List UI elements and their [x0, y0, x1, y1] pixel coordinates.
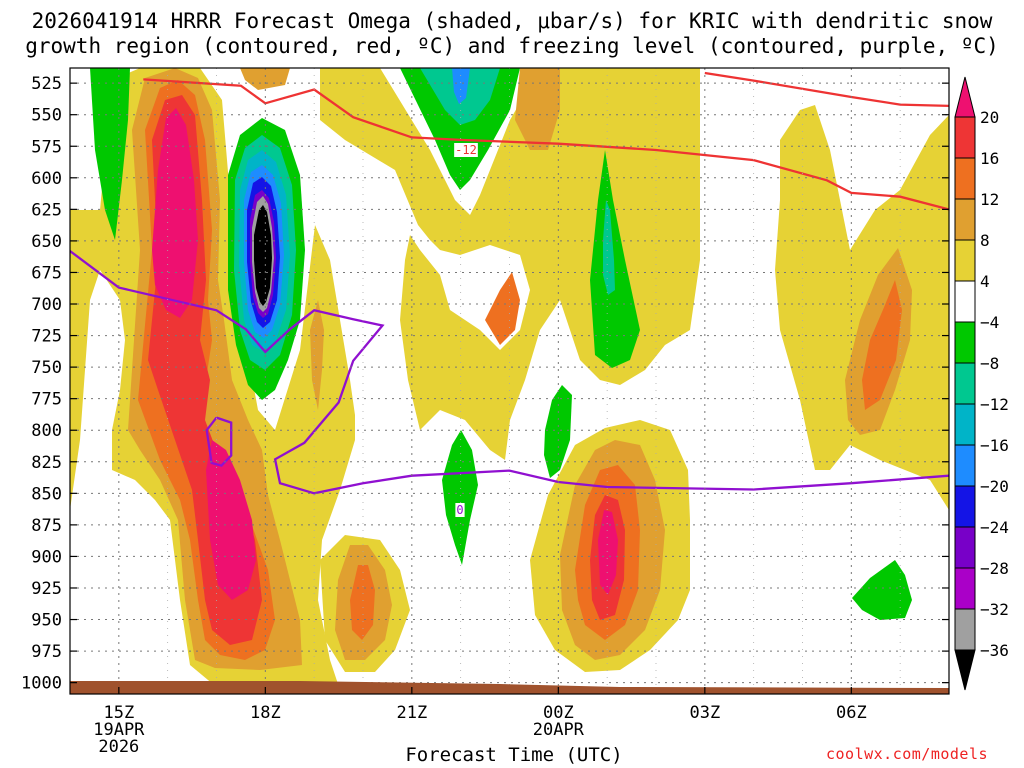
- chart-title-line-2: growth region (contoured, red, ºC) and f…: [25, 34, 999, 58]
- y-tick-label: 625: [31, 200, 62, 220]
- y-tick-label: 600: [31, 169, 62, 189]
- y-tick-label: 975: [31, 642, 62, 662]
- colorbar-label: −24: [980, 518, 1009, 537]
- colorbar-swatch: [954, 485, 976, 528]
- x-tick-year: 2026: [98, 737, 139, 757]
- y-tick-label: 850: [31, 484, 62, 504]
- contour-label-halo: [455, 503, 465, 517]
- omega-band-orange-middle: [350, 565, 375, 640]
- colorbar: 20 16 12 8 4 −4 −8 −12 −16 −20 −24 −28 −32 −36: [954, 76, 1009, 691]
- colorbar-top-arrow: [954, 76, 976, 118]
- y-tick-label: 575: [31, 137, 62, 157]
- omega-above-20-regions: [152, 108, 618, 600]
- y-tick-label: 725: [31, 327, 62, 347]
- colorbar-label: 4: [980, 272, 990, 291]
- y-tick-label: 1000: [21, 674, 62, 694]
- colorbar-label: −16: [980, 436, 1009, 455]
- y-tick-label: 875: [31, 516, 62, 536]
- omega-band-green-mid: [544, 385, 572, 478]
- colorbar-swatch: [954, 116, 976, 159]
- terrain-strip: [70, 681, 949, 694]
- colorbar-label: −12: [980, 395, 1009, 414]
- omega-band-green-right-low: [852, 560, 912, 620]
- colorbar-label: 16: [980, 149, 999, 168]
- colorbar-swatch: [954, 239, 976, 282]
- credit-text: coolwx.com/models: [826, 745, 989, 763]
- freezing-level-contour: [70, 250, 949, 495]
- omega-band-green-column: [590, 150, 640, 368]
- y-tick-label: 825: [31, 453, 62, 473]
- omega-core-black-downward: [254, 205, 272, 306]
- x-tick-date: 19APR: [93, 720, 145, 740]
- colorbar-swatch: [954, 198, 976, 241]
- colorbar-swatch: [954, 157, 976, 200]
- colorbar-swatch: [954, 280, 976, 323]
- y-tick-label: 550: [31, 106, 62, 126]
- freezing-contour-group: [70, 250, 949, 495]
- omega-band-gold-streak: [310, 300, 324, 410]
- y-tick-label: 650: [31, 232, 62, 252]
- omega-band-teal-column: [603, 200, 615, 295]
- dendritic-growth-contour: [143, 78, 949, 211]
- colorbar-label: 8: [980, 231, 990, 250]
- contour-label-halo: [454, 143, 478, 157]
- colorbar-label: −28: [980, 559, 1009, 578]
- x-tick-label: 00Z: [543, 703, 574, 723]
- colorbar-swatch: [954, 444, 976, 487]
- x-tick-label: 15Z: [103, 703, 134, 723]
- colorbar-swatch: [954, 321, 976, 364]
- y-tick-label: 925: [31, 579, 62, 599]
- colorbar-label: −4: [980, 313, 999, 332]
- omega-band-orange-upper-middle: [485, 272, 520, 345]
- chart-title-line-1: 2026041914 HRRR Forecast Omega (shaded, …: [31, 9, 993, 33]
- y-tick-label: 700: [31, 295, 62, 315]
- colorbar-swatch: [954, 526, 976, 569]
- colorbar-swatch: [954, 608, 976, 651]
- colorbar-label: −36: [980, 641, 1009, 660]
- plot-frame: [69, 67, 950, 695]
- dendritic-contour-label: -12: [455, 143, 477, 157]
- omega-band-yellow-right: [775, 105, 949, 510]
- colorbar-swatch: [954, 567, 976, 610]
- x-tick-label: 18Z: [250, 703, 281, 723]
- x-tick-label: 03Z: [689, 703, 720, 723]
- y-tick-label: 800: [31, 421, 62, 441]
- contour-labels: -12 0: [454, 143, 478, 517]
- omega-core-magenta-upper: [152, 108, 198, 318]
- colorbar-bottom-arrow: [954, 649, 976, 691]
- omega-band-blue-top-middle: [452, 68, 470, 104]
- x-tick-date: 20APR: [533, 720, 585, 740]
- omega-band-orange-right: [862, 280, 902, 410]
- omega-band-green-low: [442, 430, 478, 565]
- omega-core-magenta-lower: [598, 510, 618, 595]
- freezing-level-contour-loop: [205, 416, 233, 467]
- omega-core-magenta-lower-left: [206, 440, 256, 600]
- omega-band-green-left-top: [90, 68, 130, 240]
- y-tick-label: 750: [31, 358, 62, 378]
- colorbar-label: −8: [980, 354, 999, 373]
- y-tick-label: 950: [31, 611, 62, 631]
- x-tick-label: 06Z: [836, 703, 867, 723]
- colorbar-label: 12: [980, 190, 999, 209]
- y-tick-label: 900: [31, 547, 62, 567]
- colorbar-swatch: [954, 362, 976, 405]
- freezing-contour-label: 0: [456, 503, 463, 517]
- omega-band-gold-top-left: [240, 68, 290, 90]
- y-axis: 525 550 575 600 625 650 675 700 725 750 775 800 825 8…: [21, 74, 949, 694]
- colorbar-swatch: [954, 403, 976, 446]
- x-axis-title: Forecast Time (UTC): [405, 744, 623, 766]
- y-tick-label: 675: [31, 263, 62, 283]
- omega-band-gold-top: [515, 68, 560, 150]
- colorbar-label: 20: [980, 108, 999, 127]
- y-tick-label: 525: [31, 74, 62, 94]
- colorbar-label: −20: [980, 477, 1009, 496]
- y-tick-label: 775: [31, 390, 62, 410]
- colorbar-label: −32: [980, 600, 1009, 619]
- x-tick-label: 21Z: [396, 703, 427, 723]
- omega-negative-regions: [90, 68, 912, 620]
